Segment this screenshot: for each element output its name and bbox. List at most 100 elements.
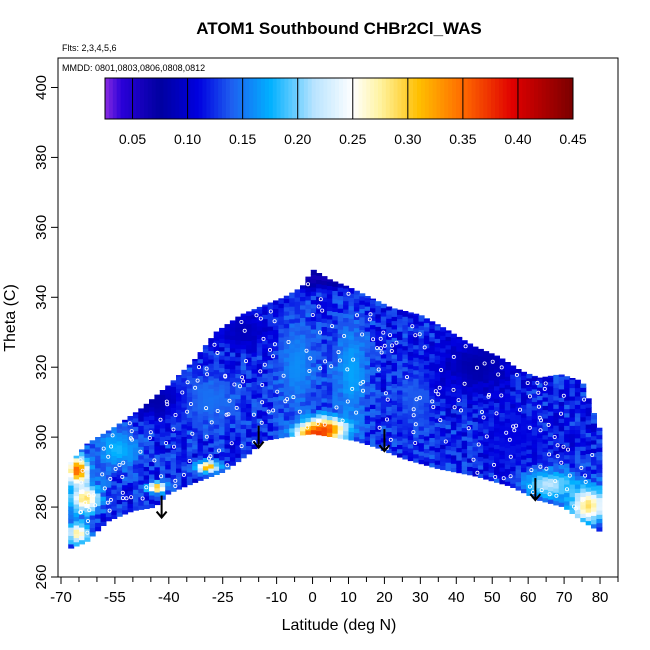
heatmap-cell <box>402 337 409 342</box>
observation-point <box>272 319 277 324</box>
heatmap-cell <box>219 371 226 377</box>
observation-point <box>196 365 201 370</box>
heatmap-cell <box>418 371 425 377</box>
heatmap-cell <box>213 356 220 362</box>
heatmap-cell <box>143 432 150 438</box>
heatmap-cell <box>208 392 215 398</box>
heatmap-cell <box>343 409 350 415</box>
heatmap-cell <box>423 360 430 366</box>
heatmap-cell <box>132 426 139 431</box>
observation-point <box>404 375 409 380</box>
observation-point <box>537 415 542 420</box>
heatmap-cell <box>235 377 242 383</box>
heatmap-cell <box>219 447 226 453</box>
heatmap-cell <box>224 359 231 365</box>
heatmap-cell <box>537 471 544 476</box>
heatmap-cell <box>445 457 452 463</box>
heatmap-cell <box>510 462 517 467</box>
heatmap-cell <box>95 501 102 507</box>
heatmap-cell <box>305 312 312 318</box>
colorbar-segment <box>147 78 153 119</box>
heatmap-cell <box>224 334 231 340</box>
heatmap-cell <box>105 508 112 513</box>
heatmap-cell <box>477 368 484 374</box>
heatmap-cell <box>472 425 479 431</box>
heatmap-cell <box>267 347 274 352</box>
heatmap-cell <box>531 472 538 478</box>
heatmap-cell <box>246 407 253 413</box>
heatmap-cell <box>472 383 479 389</box>
observation-point <box>148 430 153 435</box>
heatmap-cell <box>165 473 172 478</box>
heatmap-cell <box>580 391 587 397</box>
observation-point <box>371 337 376 342</box>
heatmap-cell <box>289 369 296 374</box>
heatmap-cell <box>413 348 420 354</box>
heatmap-cell <box>154 399 161 405</box>
heatmap-cell <box>154 487 161 493</box>
heatmap-cell <box>213 331 220 333</box>
observation-point <box>152 458 157 463</box>
heatmap-cell <box>364 385 371 391</box>
heatmap-cell <box>337 345 344 351</box>
heatmap-cell <box>348 326 355 332</box>
observation-point <box>583 479 588 484</box>
heatmap-cell <box>494 410 500 416</box>
heatmap-cell <box>332 386 339 392</box>
heatmap-cell <box>380 366 387 372</box>
heatmap-cell <box>402 383 409 389</box>
heatmap-cell <box>176 396 182 402</box>
heatmap-cell <box>494 440 500 445</box>
heatmap-cell <box>429 332 436 338</box>
heatmap-cell <box>494 355 500 357</box>
heatmap-cell <box>434 355 441 360</box>
heatmap-cell <box>526 403 533 408</box>
observation-point <box>501 476 506 481</box>
heatmap-cell <box>542 443 549 448</box>
observation-point <box>385 397 390 402</box>
heatmap-cell <box>343 418 350 423</box>
heatmap-cell <box>316 363 323 369</box>
heatmap-cell <box>273 375 279 381</box>
colorbar-segment <box>116 78 121 119</box>
colorbar-segment <box>128 78 133 119</box>
heatmap-cell <box>558 393 565 398</box>
heatmap-cell <box>95 505 102 511</box>
heatmap-cell <box>305 362 312 368</box>
heatmap-cell <box>68 506 75 511</box>
heatmap-cell <box>364 326 371 332</box>
heatmap-cell <box>494 415 500 420</box>
heatmap-cell <box>294 385 301 390</box>
heatmap-cell <box>181 457 188 463</box>
observation-point <box>342 333 347 338</box>
heatmap-cell <box>353 327 360 333</box>
heatmap-cell <box>488 358 495 364</box>
heatmap-cell <box>262 310 269 315</box>
heatmap-cell <box>413 369 420 375</box>
heatmap-cell <box>450 467 457 473</box>
heatmap-cell <box>526 444 533 450</box>
observation-point <box>413 422 418 427</box>
heatmap-cell <box>585 432 592 438</box>
observation-point <box>275 389 280 394</box>
heatmap-cell <box>359 388 366 393</box>
observation-point <box>561 444 566 449</box>
heatmap-cell <box>305 354 312 360</box>
heatmap-cell <box>154 403 161 409</box>
heatmap-cell <box>337 287 344 292</box>
y-tick-label: 300 <box>33 425 50 450</box>
heatmap-cell <box>197 450 204 456</box>
heatmap-cell <box>111 476 118 482</box>
heatmap-cell <box>547 402 554 408</box>
heatmap-cell <box>375 313 382 319</box>
heatmap-cell <box>197 404 204 410</box>
heatmap-cell <box>440 410 447 416</box>
heatmap-cell <box>413 327 420 333</box>
heatmap-cell <box>235 432 242 437</box>
observation-point <box>508 474 513 479</box>
observation-point <box>439 368 444 373</box>
heatmap-cell <box>596 493 603 499</box>
observation-point <box>124 496 129 501</box>
heatmap-cell <box>89 456 96 461</box>
heatmap-cell <box>310 429 317 435</box>
